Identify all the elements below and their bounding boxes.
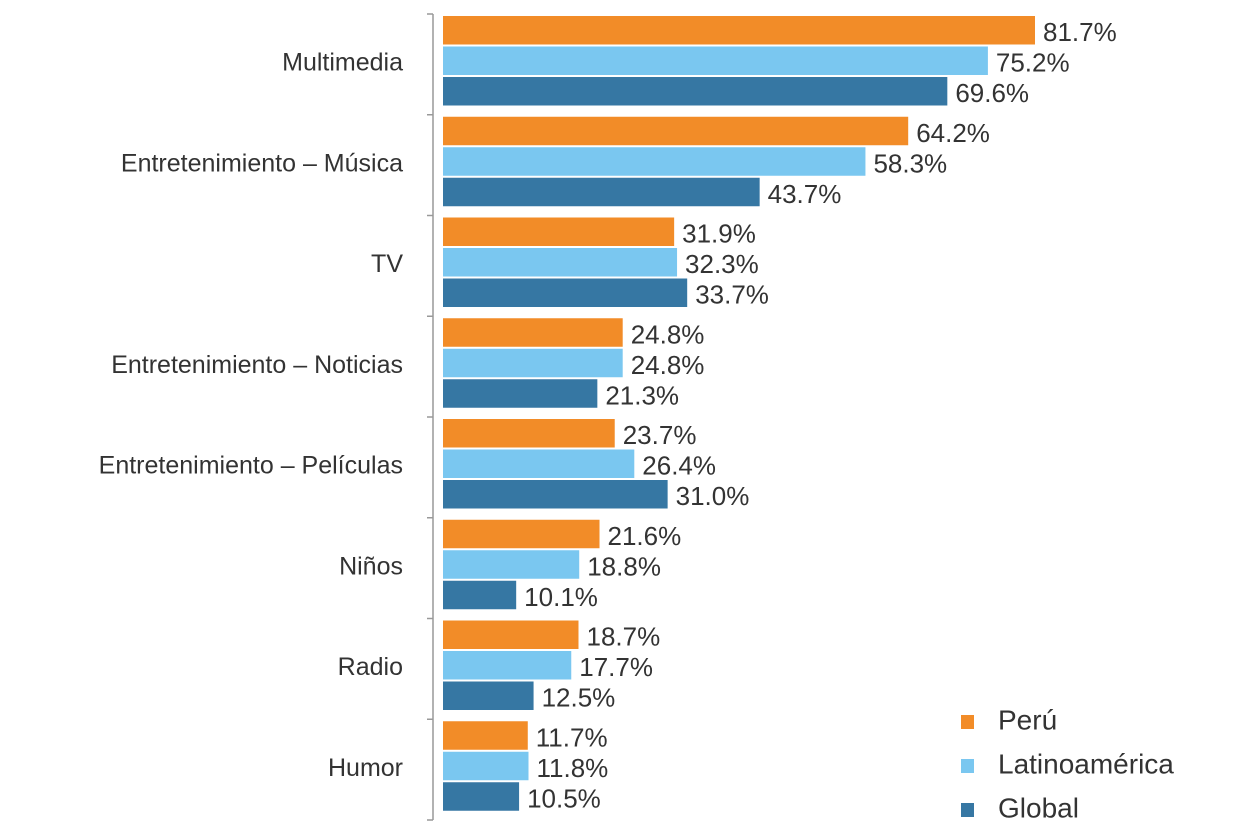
legend-swatch <box>961 715 974 729</box>
value-label: 11.8% <box>537 753 609 783</box>
value-label: 32.3% <box>685 249 759 279</box>
bar <box>443 47 988 76</box>
bar <box>443 379 597 408</box>
category-label: Entretenimiento – Música <box>121 149 403 177</box>
bar <box>443 279 687 308</box>
value-label: 21.6% <box>608 521 682 551</box>
value-label: 69.6% <box>955 78 1029 108</box>
category-label: Humor <box>328 754 403 782</box>
chart: Multimedia 81.7%75.2%69.6% Entretenimiento… <box>0 0 1237 827</box>
value-label: 21.3% <box>605 380 679 410</box>
value-label: 10.5% <box>527 783 601 813</box>
bar <box>443 77 947 106</box>
category-label: TV <box>371 250 403 278</box>
category-label: Entretenimiento – Noticias <box>111 351 403 379</box>
bar <box>443 248 677 277</box>
bar <box>443 752 529 781</box>
value-label: 31.0% <box>676 481 750 511</box>
value-label: 43.7% <box>768 179 842 209</box>
bar <box>443 117 908 146</box>
bar <box>443 550 579 579</box>
value-label: 11.7% <box>536 722 608 752</box>
bar <box>443 147 865 176</box>
value-label: 24.8% <box>631 350 705 380</box>
legend-swatch <box>961 759 974 773</box>
bar <box>443 218 674 247</box>
bar <box>443 651 571 680</box>
value-label: 10.1% <box>524 582 598 612</box>
value-label: 24.8% <box>631 319 705 349</box>
legend-swatch <box>961 803 974 817</box>
bar <box>443 520 600 549</box>
value-label: 17.7% <box>579 652 653 682</box>
bar <box>443 721 528 750</box>
value-label: 18.7% <box>587 622 661 652</box>
value-label: 23.7% <box>623 420 697 450</box>
bar <box>443 682 534 711</box>
value-label: 31.9% <box>682 219 756 249</box>
legend-label: Latinoamérica <box>998 748 1174 779</box>
bar <box>443 16 1035 45</box>
bar <box>443 318 623 347</box>
value-label: 18.8% <box>587 551 661 581</box>
bar <box>443 581 516 610</box>
bar <box>443 450 634 479</box>
value-label: 26.4% <box>642 451 716 481</box>
value-label: 81.7% <box>1043 17 1117 47</box>
category-label: Radio <box>338 653 403 681</box>
category-label: Niños <box>339 552 403 580</box>
bar <box>443 178 760 207</box>
legend-label: Global <box>998 792 1079 823</box>
category-label: Multimedia <box>282 49 403 77</box>
bar <box>443 419 615 448</box>
category-label: Entretenimiento – Películas <box>99 452 403 480</box>
bar <box>443 621 579 650</box>
bar <box>443 480 668 509</box>
legend-label: Perú <box>998 704 1057 735</box>
value-label: 58.3% <box>873 148 947 178</box>
value-label: 64.2% <box>916 118 990 148</box>
bar <box>443 782 519 811</box>
value-label: 12.5% <box>542 683 616 713</box>
value-label: 75.2% <box>996 48 1070 78</box>
value-label: 33.7% <box>695 280 769 310</box>
bar <box>443 349 623 378</box>
